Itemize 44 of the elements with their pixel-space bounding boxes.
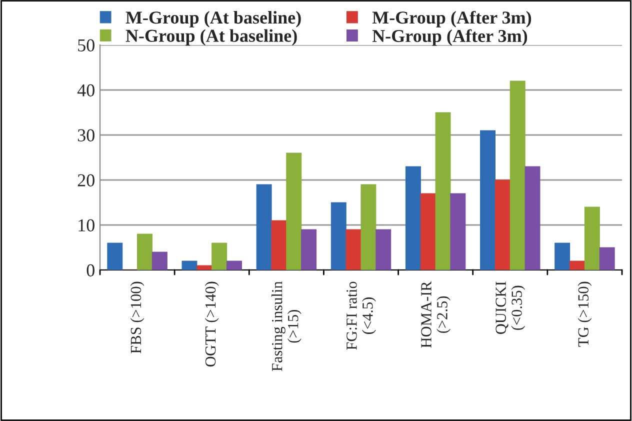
x-tick-label: FG:FI ratio (<4.5) <box>346 282 376 350</box>
legend-label: M-Group (After 3m) <box>372 10 532 28</box>
bar <box>212 242 228 270</box>
bar <box>196 265 212 270</box>
bar <box>376 229 392 270</box>
bar <box>301 229 317 270</box>
x-tick-label: FBS (>100) <box>130 282 144 354</box>
y-tick-label: 30 <box>78 129 94 142</box>
bar <box>584 206 600 270</box>
y-tick-label: 20 <box>78 174 94 186</box>
bar <box>107 242 123 270</box>
bar <box>524 166 540 270</box>
bar <box>330 202 346 270</box>
bar <box>405 166 421 270</box>
bar <box>137 234 152 270</box>
bar <box>554 242 570 270</box>
bar <box>346 229 362 270</box>
bar <box>271 220 287 270</box>
x-tick-label: QUICKI (<0.35) <box>496 282 526 334</box>
bar <box>286 152 302 270</box>
bar <box>570 260 585 270</box>
bar <box>494 180 510 270</box>
bar <box>435 112 451 270</box>
bar <box>599 247 615 270</box>
bar <box>226 260 242 270</box>
y-tick-label: 0 <box>86 264 94 276</box>
x-tick-label: TG (>150) <box>578 282 592 347</box>
legend-label: N-Group (After 3m) <box>372 29 528 46</box>
bar <box>152 252 168 270</box>
bar <box>480 130 496 270</box>
bar <box>420 193 436 270</box>
bar <box>450 193 466 270</box>
bar <box>182 260 198 270</box>
x-tick-label: Fasting insulin (>15) <box>271 281 302 372</box>
y-tick-label: 50 <box>78 39 94 52</box>
bar <box>256 184 272 270</box>
bar <box>510 80 526 270</box>
legend-label: N-Group (At baseline) <box>126 29 297 46</box>
x-tick-label: OGTT (>140) <box>204 282 219 366</box>
legend-label: M-Group (At baseline) <box>126 11 301 28</box>
x-tick-label: HOMA-IR (>2.5) <box>421 281 450 348</box>
bar <box>360 184 376 270</box>
y-tick-label: 10 <box>78 219 94 232</box>
y-tick-label: 40 <box>77 84 94 96</box>
